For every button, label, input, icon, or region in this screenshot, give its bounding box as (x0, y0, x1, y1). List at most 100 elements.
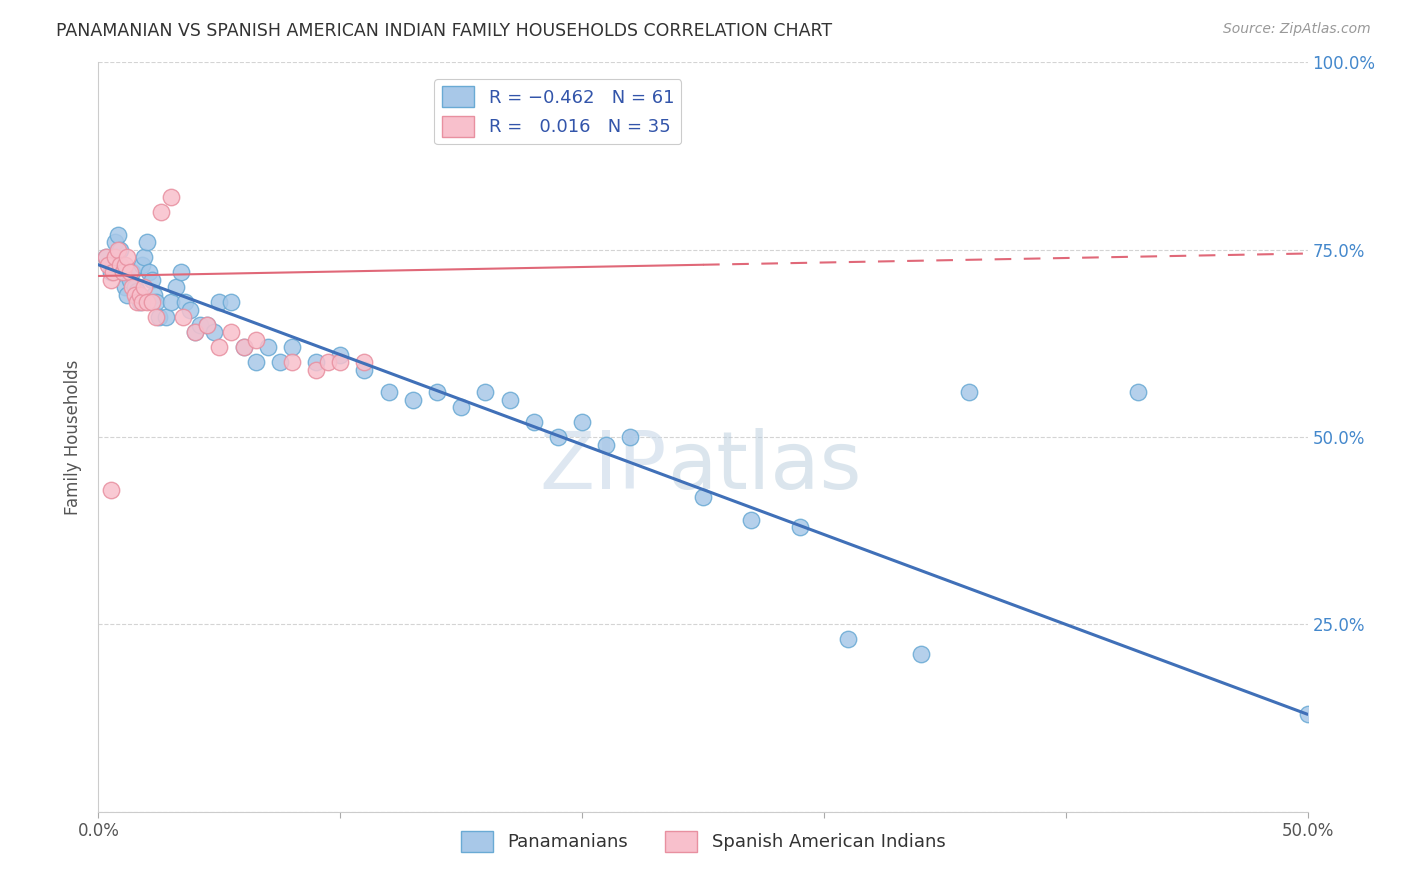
Point (571, 415, 593, 429)
Point (100, 265, 122, 279)
Point (789, 520, 811, 534)
Point (837, 632, 859, 647)
Point (195, 318, 218, 332)
Text: PANAMANIAN VS SPANISH AMERICAN INDIAN FAMILY HOUSEHOLDS CORRELATION CHART: PANAMANIAN VS SPANISH AMERICAN INDIAN FA… (56, 22, 832, 40)
Point (94, 250, 117, 264)
Point (208, 295, 231, 310)
Point (114, 280, 136, 294)
Point (143, 287, 166, 301)
Text: Source: ZipAtlas.com: Source: ZipAtlas.com (1223, 22, 1371, 37)
Point (498, 392, 520, 407)
Point (150, 205, 173, 219)
Point (232, 340, 254, 354)
Point (619, 430, 641, 444)
Point (118, 273, 141, 287)
Point (114, 258, 136, 272)
Text: atlas: atlas (666, 428, 860, 506)
Point (195, 318, 218, 332)
Point (107, 227, 129, 242)
Point (117, 250, 139, 264)
Point (169, 265, 191, 279)
Point (111, 265, 134, 279)
Point (165, 280, 187, 294)
Point (450, 400, 472, 414)
Legend: Panamanians, Spanish American Indians: Panamanians, Spanish American Indians (454, 823, 952, 859)
Point (145, 310, 167, 325)
Point (155, 310, 177, 325)
Point (174, 295, 197, 310)
Point (329, 348, 352, 362)
Point (1296, 707, 1319, 722)
Point (377, 385, 399, 400)
Point (221, 295, 243, 310)
Point (232, 340, 254, 354)
Point (184, 325, 207, 339)
Point (740, 512, 762, 526)
Point (134, 250, 156, 264)
Point (188, 318, 211, 332)
Point (256, 340, 278, 354)
Point (108, 258, 131, 272)
Point (104, 235, 127, 250)
Point (547, 430, 569, 444)
Point (117, 287, 139, 301)
Point (94, 250, 117, 264)
Point (245, 355, 267, 369)
Point (108, 243, 131, 257)
Point (305, 362, 328, 376)
Point (100, 273, 122, 287)
Point (107, 243, 129, 257)
Point (402, 392, 425, 407)
Point (118, 265, 141, 279)
Point (135, 295, 157, 310)
Point (172, 310, 194, 325)
Text: ZIP: ZIP (540, 428, 666, 506)
Point (329, 355, 352, 369)
Point (124, 280, 146, 294)
Point (101, 258, 124, 272)
Point (141, 273, 163, 287)
Point (316, 355, 339, 369)
Point (305, 355, 328, 369)
Point (523, 415, 546, 429)
Point (97, 258, 120, 272)
Point (160, 190, 183, 204)
Point (245, 333, 267, 347)
Point (127, 295, 149, 310)
Point (131, 295, 153, 310)
Point (145, 295, 167, 310)
Point (135, 235, 157, 250)
Point (184, 325, 207, 339)
Point (101, 265, 124, 279)
Point (141, 295, 163, 310)
Point (281, 340, 304, 354)
Point (474, 385, 496, 400)
Point (138, 265, 160, 279)
Point (692, 490, 714, 504)
Point (1128, 385, 1150, 400)
Point (281, 355, 304, 369)
Point (910, 648, 932, 662)
Point (208, 340, 231, 354)
Point (131, 258, 153, 272)
Point (124, 287, 146, 301)
Point (134, 280, 156, 294)
Point (269, 355, 291, 369)
Point (104, 250, 127, 264)
Point (148, 310, 170, 325)
Point (595, 437, 617, 451)
Point (957, 385, 980, 400)
Point (127, 284, 149, 298)
Point (121, 280, 143, 294)
Point (128, 295, 150, 310)
Point (204, 325, 226, 339)
Y-axis label: Family Households: Family Households (65, 359, 83, 515)
Point (160, 295, 183, 310)
Point (100, 483, 122, 497)
Point (426, 385, 449, 400)
Point (111, 265, 134, 279)
Point (121, 265, 143, 279)
Point (221, 325, 243, 339)
Point (128, 287, 150, 301)
Point (353, 362, 375, 376)
